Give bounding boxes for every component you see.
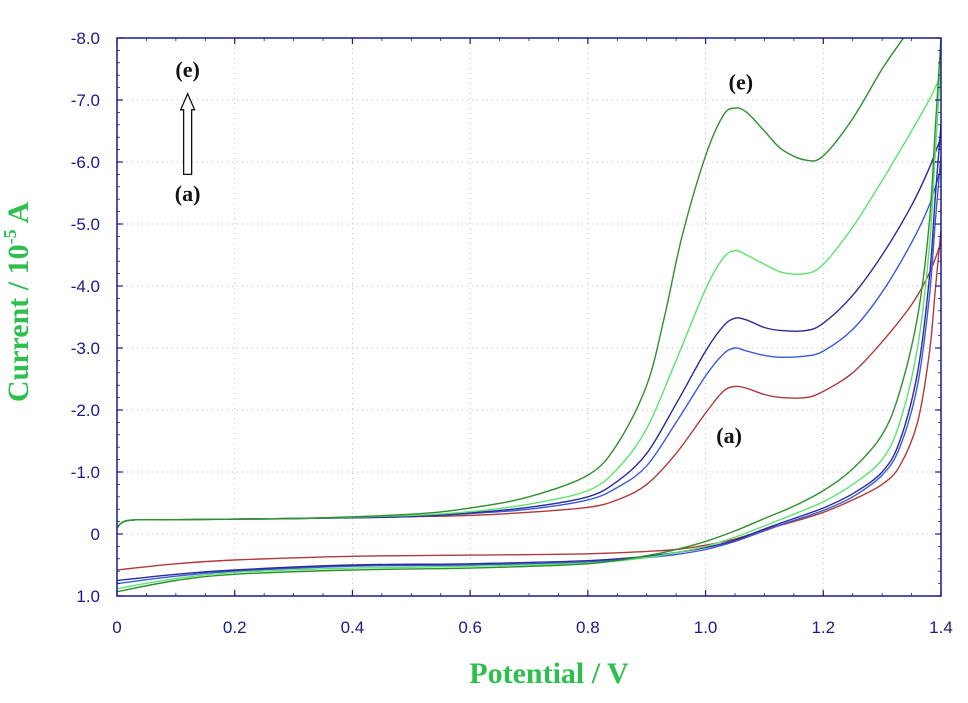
y-tick-label: -7.0 — [71, 91, 100, 110]
y-tick-label: -5.0 — [71, 215, 100, 234]
x-tick-label: 1.4 — [929, 618, 953, 637]
y-axis-title: Current / 10-5 A — [0, 202, 35, 403]
cv-curve-5-reverse — [117, 38, 941, 593]
y-tick-labels: -8.0 -7.0 -6.0 -5.0 -4.0 -3.0 -2.0 -1.0 0 1.0 — [71, 29, 100, 606]
y-tick-label: -6.0 — [71, 153, 100, 172]
cv-curve-1-reverse — [117, 230, 941, 571]
up-arrow-icon — [179, 92, 196, 176]
y-tick-label: -2.0 — [71, 401, 100, 420]
x-tick-label: 0.2 — [223, 618, 247, 637]
x-tick-label: 0.4 — [341, 618, 365, 637]
y-tick-label: -3.0 — [71, 339, 100, 358]
cv-curve-3-forward — [117, 136, 941, 529]
x-tick-label: 0.6 — [458, 618, 482, 637]
grid-lines — [117, 38, 941, 596]
y-axis-title-exponent: -5 — [0, 229, 20, 244]
y-tick-label: -1.0 — [71, 463, 100, 482]
y-tick-label: -8.0 — [71, 29, 100, 48]
cv-curve-2-reverse — [117, 155, 941, 585]
cv-curve-1-forward — [117, 242, 941, 529]
y-tick-label: -4.0 — [71, 277, 100, 296]
curve-label-1: (e) — [175, 57, 199, 82]
cv-curves — [117, 38, 941, 593]
cv-curve-4-forward — [117, 74, 941, 529]
x-tick-label: 1.2 — [811, 618, 835, 637]
cv-curve-4-reverse — [117, 62, 941, 590]
cv-curve-3-reverse — [117, 124, 941, 582]
x-tick-label: 1.0 — [694, 618, 718, 637]
direction-arrow — [179, 92, 196, 176]
x-tick-label: 0.8 — [576, 618, 600, 637]
y-axis-title-unit: A — [2, 202, 35, 230]
curve-label-4: (a) — [716, 423, 742, 448]
curve-label-3: (e) — [729, 69, 753, 94]
curve-annotations: (e) (a) (e) (a) — [175, 57, 753, 448]
y-tick-label: 0 — [91, 525, 100, 544]
axis-ticks — [116, 37, 942, 597]
cv-curve-5-forward — [117, 38, 905, 529]
x-tick-label: 0 — [112, 618, 121, 637]
x-tick-labels: 0 0.2 0.4 0.6 0.8 1.0 1.2 1.4 — [112, 618, 953, 637]
y-axis-title-main: Current / 10 — [2, 244, 35, 402]
curve-label-2: (a) — [175, 181, 201, 206]
x-axis-title: Potential / V — [469, 657, 629, 690]
y-tick-label: 1.0 — [76, 587, 100, 606]
